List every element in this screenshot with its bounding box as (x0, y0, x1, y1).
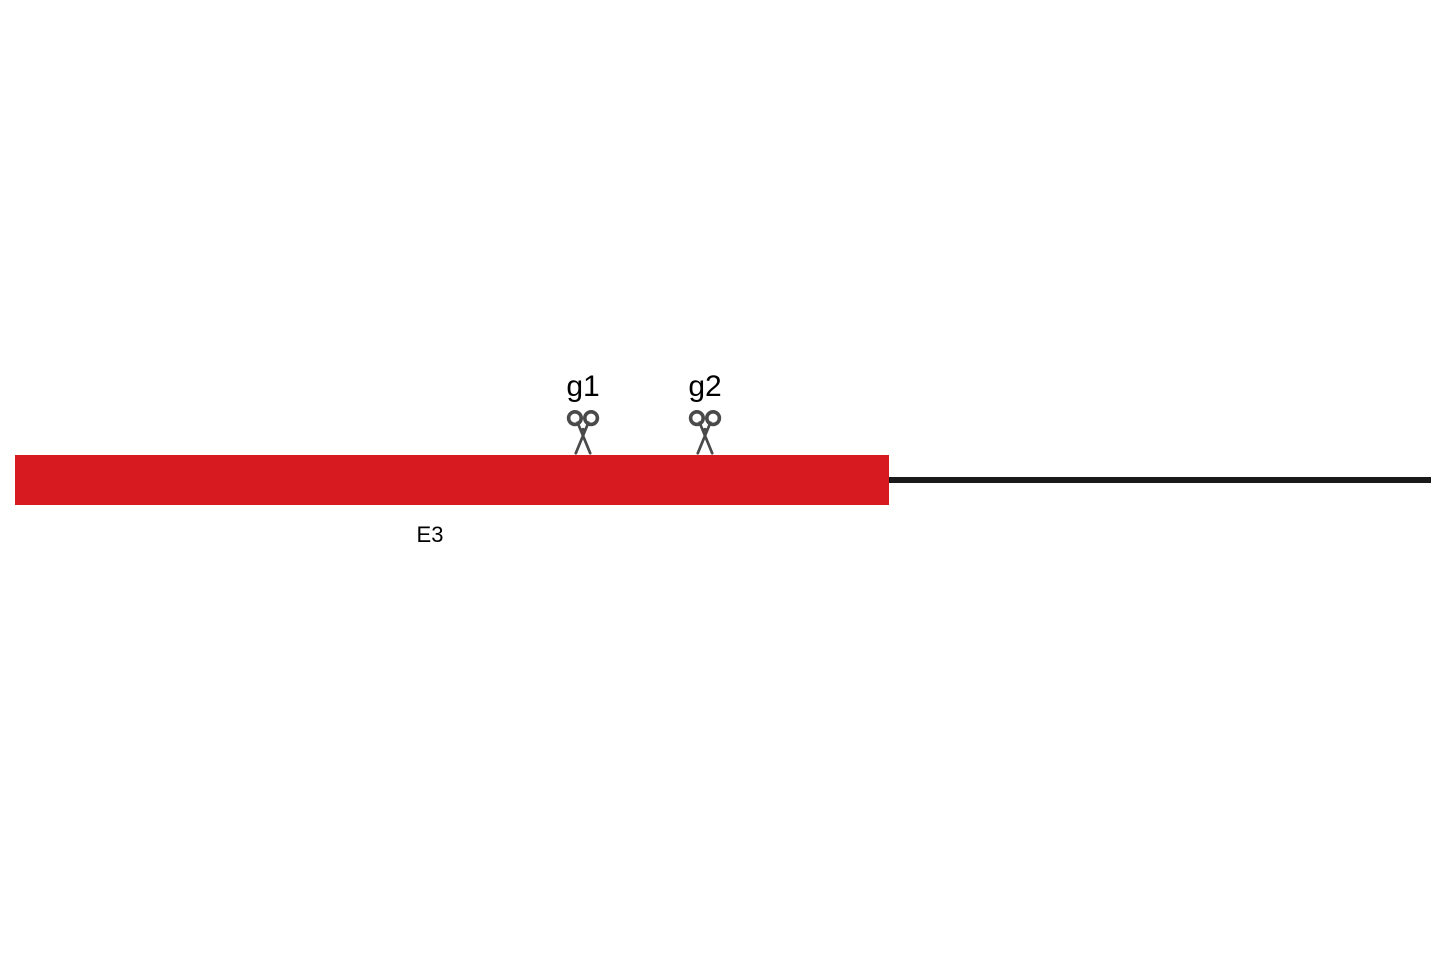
intron-line (889, 477, 1431, 483)
cut-site-label-g1: g1 (566, 370, 599, 404)
exon-label: E3 (417, 522, 444, 548)
exon-box (15, 455, 889, 505)
scissors-icon (687, 410, 723, 460)
scissors-icon (565, 410, 601, 460)
cut-site-label-g2: g2 (688, 370, 721, 404)
